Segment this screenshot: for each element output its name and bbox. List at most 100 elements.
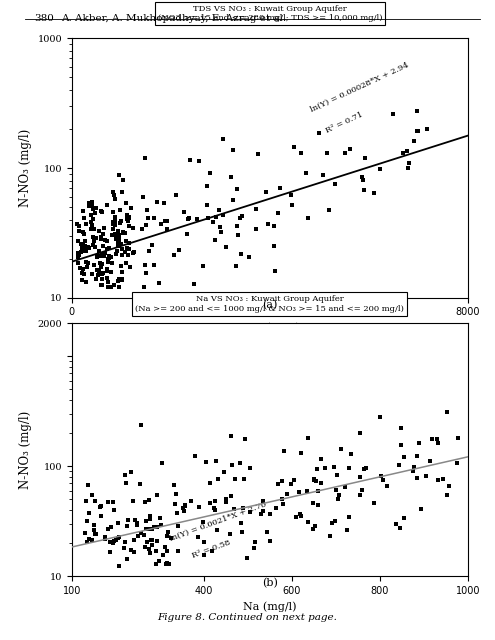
Point	[79, 227, 87, 237]
Point	[100, 533, 108, 543]
Point	[123, 214, 131, 224]
Point	[326, 531, 334, 541]
Point	[80, 212, 88, 223]
Point	[112, 249, 120, 259]
Point	[199, 261, 207, 271]
Text: ln(Y) = 0.0021*X + 2.70: ln(Y) = 0.0021*X + 2.70	[169, 500, 267, 543]
Point	[129, 496, 137, 506]
Point	[370, 497, 378, 508]
Point	[114, 237, 122, 248]
Point	[80, 228, 88, 239]
Point	[240, 474, 248, 484]
Point	[123, 211, 131, 221]
Text: A. Akber, A. Mukhopadhyay, E. Azrag et al.: A. Akber, A. Mukhopadhyay, E. Azrag et a…	[61, 14, 286, 23]
Point	[331, 179, 339, 189]
Point	[312, 464, 320, 474]
Point	[380, 475, 388, 485]
Point	[243, 553, 251, 563]
Point	[222, 494, 230, 504]
Point	[264, 218, 272, 228]
Point	[75, 221, 83, 232]
Point	[206, 477, 214, 488]
Point	[97, 258, 104, 268]
Point	[186, 155, 194, 165]
Point	[246, 507, 254, 517]
Point	[83, 537, 91, 547]
Point	[99, 268, 107, 278]
Text: Na VS NO₃ : Kuwait Group Aquifer
(Na >= 200 and <= 1000 mg/l & NO₃ >= 15 and <= : Na VS NO₃ : Kuwait Group Aquifer (Na >= …	[135, 296, 404, 312]
Point	[270, 221, 278, 232]
Point	[89, 214, 97, 224]
Point	[125, 211, 133, 221]
Point	[158, 550, 166, 560]
Point	[251, 537, 259, 547]
Point	[428, 435, 436, 445]
Point	[161, 216, 169, 226]
Point	[157, 520, 165, 531]
Point	[87, 210, 95, 220]
Point	[146, 511, 154, 521]
Point	[115, 232, 123, 242]
Text: (a): (a)	[262, 300, 278, 310]
Point	[229, 145, 237, 155]
Point	[346, 449, 354, 460]
Point	[228, 491, 236, 501]
Point	[130, 534, 138, 545]
Point	[129, 223, 137, 233]
Point	[399, 513, 407, 524]
Point	[131, 515, 139, 525]
Point	[242, 433, 249, 444]
Point	[89, 204, 97, 214]
Point	[99, 241, 106, 251]
Point	[84, 479, 92, 490]
Point	[104, 254, 112, 264]
Point	[118, 267, 126, 277]
Point	[304, 517, 312, 527]
Point	[195, 502, 202, 512]
Point	[96, 502, 104, 513]
Point	[184, 214, 192, 224]
Text: R² = 0.58: R² = 0.58	[191, 539, 231, 560]
Point	[85, 198, 93, 208]
Point	[397, 440, 405, 450]
Point	[362, 463, 370, 474]
Point	[259, 496, 267, 506]
Point	[214, 474, 222, 484]
Point	[317, 454, 325, 465]
Point	[110, 280, 118, 290]
Point	[153, 536, 161, 546]
X-axis label: Na (mg/l): Na (mg/l)	[243, 601, 297, 612]
Point	[74, 259, 82, 269]
Point	[433, 434, 441, 444]
Point	[152, 522, 160, 532]
Point	[109, 224, 117, 234]
X-axis label: TDS (mg/l): TDS (mg/l)	[239, 323, 300, 333]
Point	[228, 460, 236, 470]
Point	[98, 232, 105, 243]
Point	[124, 515, 132, 525]
Point	[81, 242, 89, 252]
Point	[278, 494, 286, 504]
Point	[319, 170, 327, 180]
Point	[100, 251, 108, 261]
Point	[162, 559, 170, 570]
Point	[82, 246, 90, 256]
Point	[109, 207, 117, 217]
Point	[251, 204, 259, 214]
Point	[99, 223, 107, 233]
Point	[91, 260, 99, 270]
Point	[397, 423, 405, 433]
Point	[125, 244, 133, 255]
Point	[103, 264, 111, 275]
Point	[115, 170, 123, 180]
Point	[99, 280, 106, 290]
Point	[127, 545, 135, 555]
Point	[122, 198, 130, 209]
Point	[94, 252, 101, 262]
Point	[454, 433, 462, 444]
Point	[175, 244, 183, 255]
Point	[75, 250, 83, 260]
Point	[296, 509, 303, 519]
Point	[158, 458, 166, 468]
Point	[121, 470, 129, 480]
